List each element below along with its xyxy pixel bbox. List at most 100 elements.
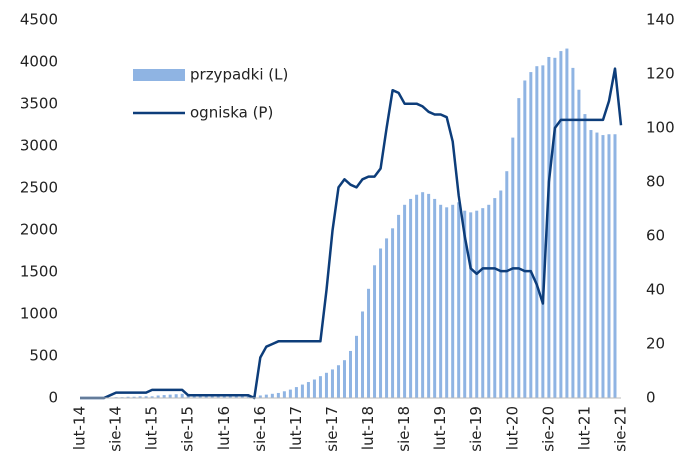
legend-swatch [133,69,185,81]
x-tick-label: sie-21 [612,406,630,452]
bar [433,198,437,398]
bar [577,89,581,398]
bar [324,372,328,398]
y-tick-label: 4500 [20,11,58,29]
bar [270,393,274,398]
y-tick-label: 2000 [20,221,58,239]
bar [385,238,389,398]
x-tick-label: sie-18 [395,406,413,452]
bar [204,395,208,398]
y-tick-label: 3500 [20,95,58,113]
bar [523,80,527,398]
bar [517,98,521,399]
bar [234,395,238,398]
bar [445,207,449,398]
y2-tick-label: 60 [646,227,665,245]
bar [240,395,244,398]
line [80,67,623,400]
bar [541,65,545,399]
bar [487,204,491,398]
x-tick-label: sie-15 [179,406,197,452]
bar [318,376,322,398]
y2-tick-label: 100 [646,119,675,137]
bar [367,288,371,398]
y2-tick-label: 80 [646,173,665,191]
y-tick-label: 500 [29,347,58,365]
bar [427,193,431,398]
bar [415,194,419,398]
y-tick-label: 4000 [20,53,58,71]
bar [379,248,383,398]
x-tick-label: sie-17 [323,406,341,452]
x-tick-label: sie-19 [467,406,485,452]
bar [493,198,497,398]
bar [451,204,455,398]
bar [373,265,377,398]
bar [246,395,250,398]
bar [300,384,304,398]
bar [469,212,473,398]
x-tick-label: sie-20 [539,406,557,452]
bar [162,395,166,398]
y2-tick-label: 40 [646,281,665,299]
y2-tick-label: 140 [646,11,675,29]
bar [336,365,340,398]
bar [535,66,539,398]
bar [288,389,292,398]
bar [222,395,226,398]
y2-tick-label: 120 [646,65,675,83]
bar [210,395,214,398]
bar [150,396,154,398]
bar [168,394,172,398]
x-tick-label: lut-19 [431,406,449,450]
bar [565,48,569,399]
bar [421,192,425,398]
bar [216,395,220,398]
bar [228,395,232,398]
x-tick-label: sie-14 [107,406,125,452]
x-tick-label: lut-16 [215,406,233,450]
y-tick-label: 2500 [20,179,58,197]
bar [144,396,148,398]
legend-label: przypadki (L) [190,66,288,84]
bar [457,202,461,398]
bar [258,395,262,398]
bar [403,204,407,398]
x-tick-label: lut-21 [575,406,593,450]
bar [306,382,310,398]
bar [553,57,557,399]
bar [409,198,413,398]
bar [589,130,593,399]
bar [180,393,184,398]
bar [126,396,130,398]
bar [312,379,316,398]
bar [156,395,160,398]
y-tick-label: 3000 [20,137,58,155]
bar [475,210,479,398]
bar [571,67,575,398]
bar [547,56,551,399]
legend-label: ogniska (P) [190,104,273,122]
x-tick-label: lut-18 [359,406,377,450]
bar [595,132,599,398]
bar [391,228,395,398]
y-tick-label: 1000 [20,305,58,323]
bar [276,392,280,398]
bar [463,210,467,398]
bar [481,208,485,398]
bar [138,396,142,398]
bar [499,190,503,398]
bar [294,387,298,398]
bar [439,204,443,398]
x-tick-label: lut-14 [71,406,89,450]
bar [342,360,346,398]
bar [355,335,359,398]
bar [397,214,401,398]
y2-tick-label: 20 [646,335,665,353]
x-tick-label: lut-17 [287,406,305,450]
x-tick-label: lut-15 [143,406,161,450]
bar [361,311,365,398]
bar [613,134,617,399]
y-tick-label: 0 [48,389,58,407]
bar [529,72,533,398]
